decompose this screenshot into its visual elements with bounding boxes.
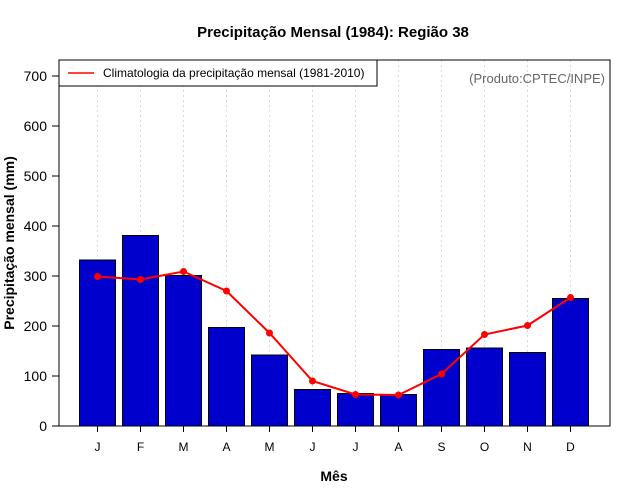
climatology-point <box>180 268 187 275</box>
bar <box>380 394 417 427</box>
climatology-point <box>223 287 230 295</box>
bar <box>552 298 589 427</box>
bars-group <box>79 235 589 427</box>
legend-box <box>58 59 378 87</box>
y-tick-label: 0 <box>39 418 47 434</box>
chart-title: Precipitação Mensal (1984): Região 38 <box>197 24 469 41</box>
legend-label: Climatologia da precipitação mensal (198… <box>103 66 364 80</box>
climatology-point <box>266 329 273 337</box>
x-tick-label: S <box>437 440 445 454</box>
y-tick-label: 300 <box>24 268 48 284</box>
y-tick-label: 600 <box>24 118 48 134</box>
bar <box>337 393 374 427</box>
climatology-point <box>309 377 316 385</box>
x-tick-label: A <box>222 440 230 454</box>
climatology-point <box>395 391 402 399</box>
bar <box>208 327 245 427</box>
bar <box>294 389 331 427</box>
bar <box>251 354 288 427</box>
x-tick-label: J <box>310 440 316 454</box>
x-tick-label: J <box>353 440 359 454</box>
bar <box>79 259 116 427</box>
bar <box>165 275 202 427</box>
x-tick-label: F <box>137 440 144 454</box>
x-tick-label: O <box>480 440 489 454</box>
x-tick-label: A <box>394 440 402 454</box>
legend: Climatologia da precipitação mensal (198… <box>58 59 378 87</box>
climatology-line-group <box>94 268 574 399</box>
climatology-point <box>524 322 531 329</box>
credit-annotation: (Produto:CPTEC/INPE) <box>469 71 605 86</box>
y-tick-label: 700 <box>24 68 48 84</box>
y-tick-label: 100 <box>24 368 48 384</box>
y-tick-label: 200 <box>24 318 48 334</box>
x-axis-title: Mês <box>320 468 347 484</box>
climatology-point <box>137 276 144 283</box>
x-tick-label: N <box>523 440 532 454</box>
x-tick-label: M <box>265 440 275 454</box>
climatology-point <box>352 391 359 398</box>
bar <box>466 347 503 427</box>
bar <box>509 352 546 427</box>
y-tick-label: 400 <box>24 218 48 234</box>
y-axis-title: Precipitação mensal (mm) <box>1 156 17 330</box>
y-tick-label: 500 <box>24 168 48 184</box>
bar <box>122 235 159 427</box>
climatology-point <box>438 370 445 378</box>
bar <box>423 349 460 427</box>
climatology-point <box>567 294 574 301</box>
x-tick-label: J <box>95 440 101 454</box>
x-tick-label: M <box>179 440 189 454</box>
climatology-point <box>481 331 488 338</box>
climatology-line <box>97 270 572 397</box>
x-tick-label: D <box>566 440 575 454</box>
y-axis: 0 100 200 300 400 500 600 700 <box>24 68 59 434</box>
climatology-point <box>94 273 101 280</box>
